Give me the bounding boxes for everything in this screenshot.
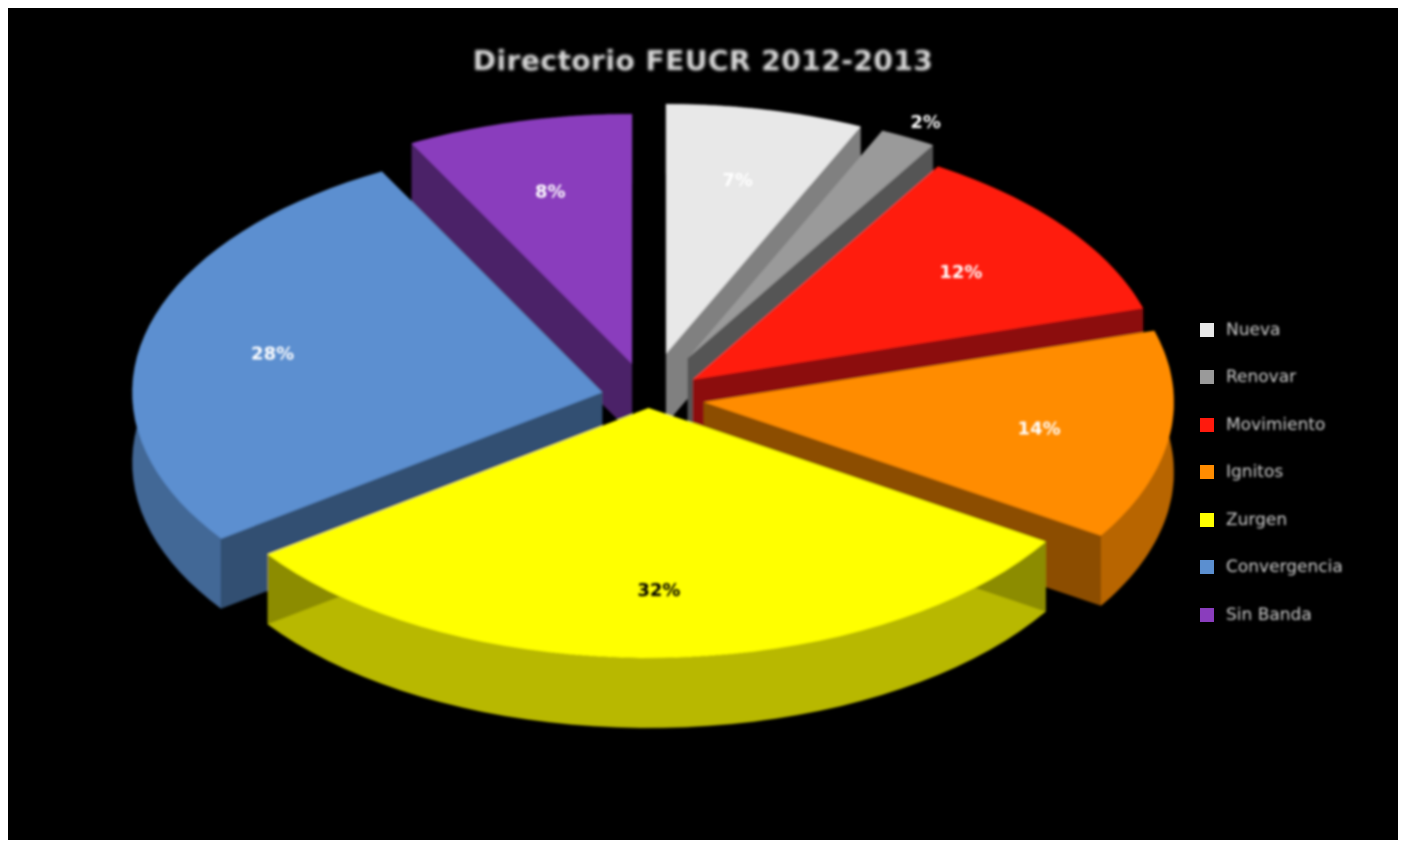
data-label-ignitos: 14% bbox=[1018, 419, 1061, 440]
legend-label: Nueva bbox=[1226, 319, 1281, 340]
legend-swatch bbox=[1200, 465, 1214, 480]
pie-slice-top bbox=[703, 330, 1174, 536]
legend-label: Sin Banda bbox=[1226, 604, 1312, 625]
pie-slice-top bbox=[692, 166, 1144, 380]
data-label-nueva: 7% bbox=[722, 170, 753, 191]
pie-slice-top bbox=[132, 171, 603, 539]
legend-label: Zurgen bbox=[1226, 509, 1288, 530]
chart-title: Directorio FEUCR 2012-2013 bbox=[472, 44, 934, 77]
legend-label: Movimiento bbox=[1226, 414, 1326, 435]
legend-label: Renovar bbox=[1226, 367, 1297, 388]
legend-swatch bbox=[1200, 370, 1214, 385]
pie-slice-top bbox=[411, 114, 633, 365]
pie-slice-zurgen bbox=[267, 407, 1046, 728]
legend-label: Convergencia bbox=[1226, 557, 1343, 578]
legend-label: Ignitos bbox=[1226, 462, 1284, 483]
legend-item-zurgen: Zurgen bbox=[1200, 496, 1390, 544]
pie-slice-sin-banda bbox=[411, 114, 633, 435]
pie-chart: 7% 8% 2% 12% 28% 14% 32% bbox=[132, 104, 1174, 728]
pie-slice-edge bbox=[411, 143, 633, 435]
legend-item-convergencia: Convergencia bbox=[1200, 544, 1390, 592]
legend-swatch bbox=[1200, 417, 1214, 432]
pie-slice-top bbox=[687, 130, 933, 359]
legend-item-renovar: Renovar bbox=[1200, 354, 1390, 402]
data-label-movimiento: 12% bbox=[939, 262, 982, 283]
legend-item-sin-banda: Sin Banda bbox=[1200, 591, 1390, 639]
legend-swatch bbox=[1200, 560, 1214, 575]
data-label-convergencia: 28% bbox=[251, 344, 294, 365]
legend-item-movimiento: Movimiento bbox=[1200, 401, 1390, 449]
legend-swatch bbox=[1200, 322, 1214, 337]
legend-swatch bbox=[1200, 512, 1214, 527]
data-label-zurgen: 32% bbox=[637, 580, 680, 601]
data-label-sin-banda: 8% bbox=[535, 181, 566, 202]
pie-slice-top bbox=[267, 407, 1046, 658]
pie-slice-side bbox=[267, 541, 1046, 728]
pie-slice-top bbox=[665, 104, 861, 355]
legend-item-ignitos: Ignitos bbox=[1200, 449, 1390, 497]
legend-swatch bbox=[1200, 607, 1214, 622]
legend-item-nueva: Nueva bbox=[1200, 306, 1390, 354]
chart-frame: Directorio FEUCR 2012-2013 7% 8% 2% 12% 28% 1… bbox=[8, 8, 1398, 840]
data-label-renovar: 2% bbox=[910, 112, 941, 133]
chart-legend: Nueva Renovar Movimiento Ignitos Zurgen Conve… bbox=[1200, 306, 1390, 639]
